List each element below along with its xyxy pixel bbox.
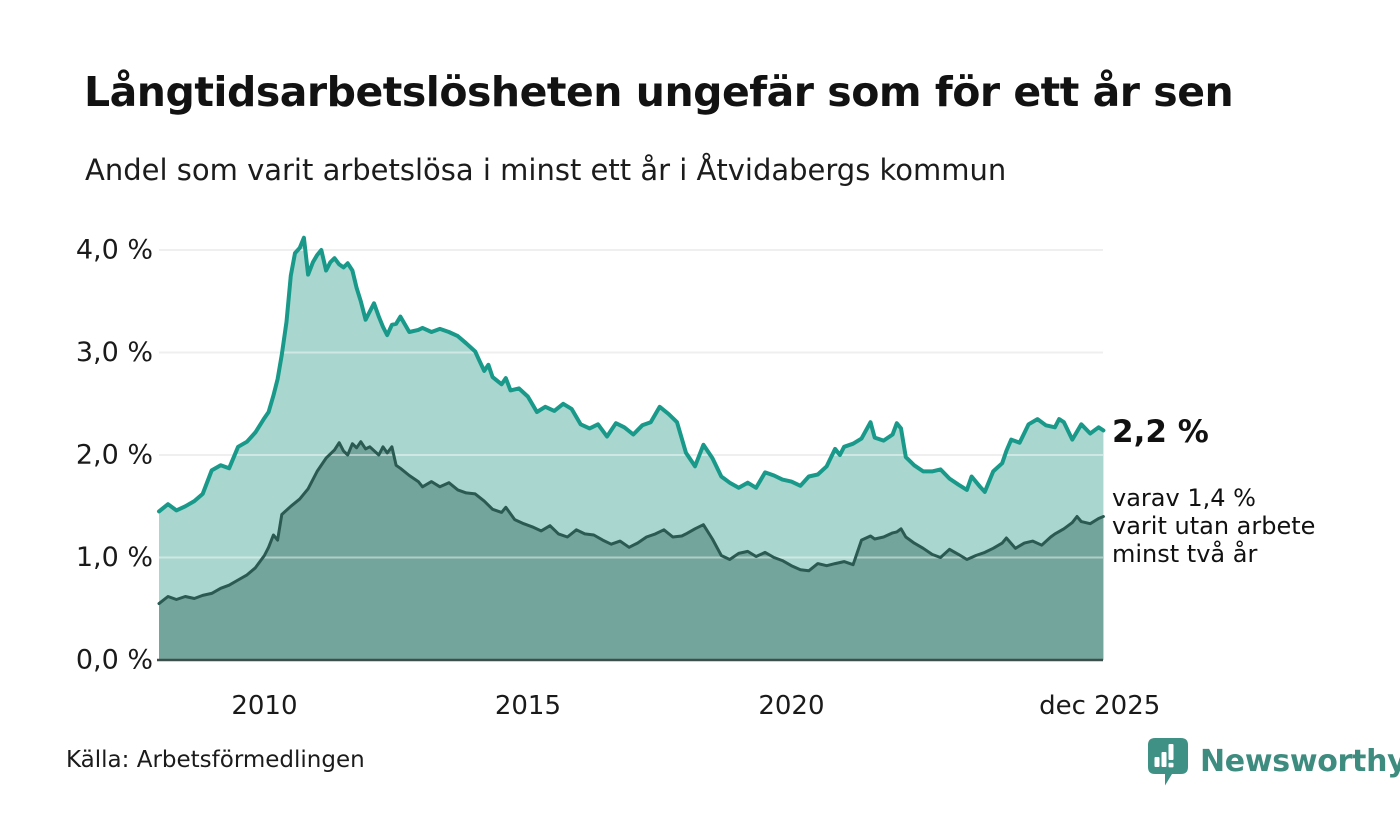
annotation-line-1: varav 1,4 %: [1112, 484, 1256, 512]
newsworthy-wordmark: Newsworthy: [1200, 743, 1400, 779]
y-tick-label-0: 0,0 %: [76, 645, 153, 676]
annotation-line-2: varit utan arbete: [1112, 512, 1316, 540]
y-tick-label-3: 3,0 %: [76, 337, 153, 368]
x-tick-label-2015: 2015: [495, 691, 561, 721]
y-tick-label-4: 4,0 %: [76, 235, 153, 266]
newsworthy-logo: Newsworthy: [1146, 736, 1400, 786]
x-tick-label-dec-2025: dec 2025: [1039, 691, 1160, 721]
chart-title: Långtidsarbetslösheten ungefär som för e…: [84, 68, 1234, 116]
unemployed-2yr-area: [159, 441, 1104, 660]
y-tick-label-2: 2,0 %: [76, 440, 153, 471]
end-value-annotation: 2,2 %: [1112, 414, 1209, 450]
source-attribution: Källa: Arbetsförmedlingen: [66, 747, 365, 773]
secondary-annotation: varav 1,4 % varit utan arbete minst två …: [1112, 484, 1315, 568]
newsworthy-speech-bubble-chart-icon: [1148, 738, 1188, 786]
annotation-line-3: minst två år: [1112, 540, 1258, 568]
chart-subtitle: Andel som varit arbetslösa i minst ett å…: [85, 153, 1007, 187]
y-tick-label-1: 1,0 %: [76, 542, 153, 573]
x-tick-label-2020: 2020: [758, 691, 824, 721]
x-tick-label-2010: 2010: [231, 691, 297, 721]
unemployed-1yr-line: [157, 235, 1106, 514]
unemployed-2yr-line: [157, 440, 1105, 606]
